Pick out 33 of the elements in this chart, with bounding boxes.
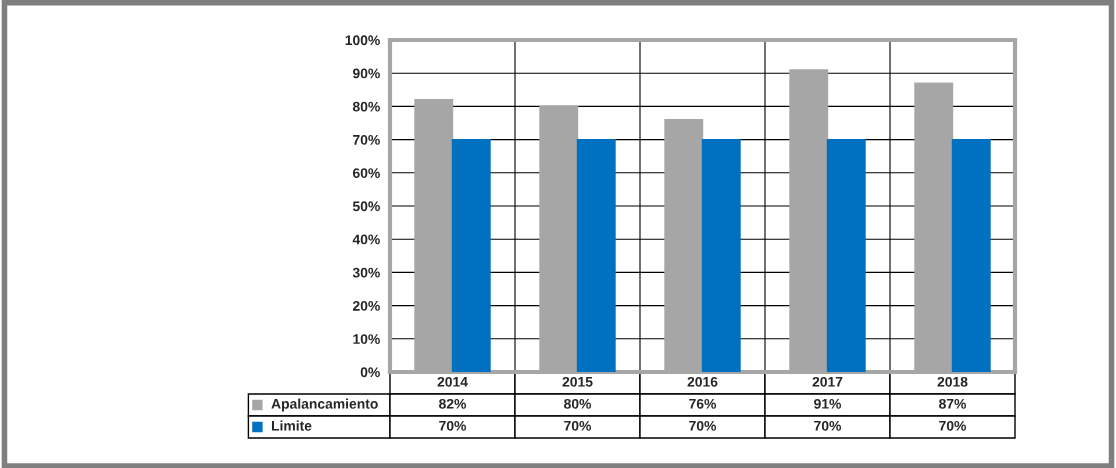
data-label: 80% bbox=[564, 398, 592, 409]
y-tick-label: 70% bbox=[353, 134, 380, 145]
data-label: 70% bbox=[939, 420, 967, 431]
y-tick-label: 80% bbox=[352, 101, 380, 112]
x-tick-label: 2014 bbox=[437, 376, 468, 387]
data-label: 87% bbox=[939, 398, 967, 409]
data-label: 70% bbox=[689, 420, 717, 431]
y-tick-label: 20% bbox=[352, 300, 380, 311]
bar bbox=[576, 138, 616, 372]
data-label: 76% bbox=[689, 398, 717, 409]
y-tick-label: 0% bbox=[360, 367, 380, 378]
x-tick-label: 2018 bbox=[937, 376, 968, 387]
data-label: 70% bbox=[439, 420, 467, 431]
y-tick-label: 50% bbox=[352, 201, 380, 212]
data-label: 70% bbox=[814, 420, 842, 431]
bar bbox=[451, 138, 491, 372]
x-tick-label: 2017 bbox=[812, 376, 843, 387]
x-tick-label: 2015 bbox=[562, 376, 593, 387]
y-tick-label: 10% bbox=[353, 334, 380, 344]
x-tick-label: 2016 bbox=[687, 376, 718, 387]
data-label: 91% bbox=[814, 398, 842, 409]
bar bbox=[951, 138, 991, 372]
y-tick-label: 100% bbox=[345, 35, 380, 46]
data-label: 70% bbox=[564, 420, 592, 431]
y-tick-label: 90% bbox=[352, 68, 380, 79]
y-tick-label: 40% bbox=[352, 234, 380, 245]
data-label: 82% bbox=[439, 398, 467, 409]
legend-label: Limite bbox=[271, 420, 312, 431]
legend-label: Apalancamiento bbox=[271, 398, 378, 412]
bar bbox=[701, 138, 741, 372]
y-tick-label: 30% bbox=[352, 267, 380, 278]
y-tick-label: 60% bbox=[352, 168, 380, 178]
bar bbox=[826, 138, 866, 372]
